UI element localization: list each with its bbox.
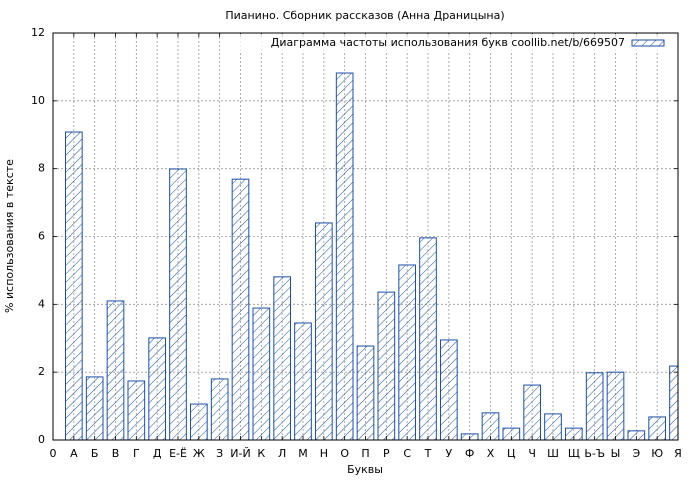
bar	[65, 131, 83, 440]
bar	[398, 264, 417, 440]
x-tick-label: Г	[133, 447, 140, 460]
x-tick-label: К	[257, 447, 265, 460]
x-tick-label: Л	[278, 447, 286, 460]
bar	[252, 307, 271, 440]
x-tick-label: Щ	[568, 447, 580, 460]
bar	[231, 178, 250, 440]
x-tick-label: Ц	[507, 447, 516, 460]
y-tick-label: 8	[38, 162, 45, 175]
x-tick-label: П	[361, 447, 369, 460]
legend-box	[240, 34, 677, 52]
x-tick-label: М	[298, 447, 308, 460]
bar	[127, 380, 146, 440]
bar	[210, 378, 229, 440]
y-tick-label: 10	[31, 94, 45, 107]
bar	[148, 337, 166, 440]
x-tick-label: Ш	[547, 447, 559, 460]
legend: Диаграмма частоты использования букв coo…	[240, 34, 677, 52]
bar	[294, 322, 312, 440]
x-tick-label: О	[340, 447, 349, 460]
bar	[315, 222, 333, 440]
x-tick-label: Ф	[465, 447, 474, 460]
bar	[565, 427, 583, 440]
legend-label: Диаграмма частоты использования букв coo…	[271, 36, 625, 49]
x-tick-label: Е-Ё	[169, 447, 187, 460]
x-tick-label: Ь-Ъ	[584, 447, 605, 460]
y-tick-label: 0	[38, 433, 45, 446]
bar	[273, 276, 292, 440]
bar	[481, 412, 500, 440]
bar	[377, 291, 396, 440]
x-tick-label: С	[403, 447, 411, 460]
x-tick-label: И-Й	[230, 447, 250, 460]
x-tick-label: 0	[50, 447, 57, 460]
y-tick-label: 2	[38, 365, 45, 378]
x-tick-label: З	[216, 447, 223, 460]
bar	[502, 427, 521, 440]
chart-title: Пианино. Сборник рассказов (Анна Драницы…	[225, 9, 504, 22]
x-tick-label: Х	[487, 447, 495, 460]
x-tick-label: Ю	[651, 447, 663, 460]
y-tick-label: 6	[38, 230, 45, 243]
bar	[190, 403, 208, 440]
x-tick-label: Д	[153, 447, 162, 460]
bar	[523, 384, 541, 440]
x-axis-label: Буквы	[347, 463, 383, 476]
x-tick-label: Р	[383, 447, 390, 460]
bar	[169, 168, 187, 440]
bar	[106, 300, 125, 440]
bar	[356, 345, 375, 440]
bar	[585, 372, 604, 440]
x-tick-label: Ч	[528, 447, 536, 460]
x-tick-label: В	[112, 447, 120, 460]
x-tick-label: А	[70, 447, 78, 460]
bars	[65, 72, 678, 440]
bar	[440, 339, 458, 440]
bar	[648, 416, 666, 440]
bar	[669, 365, 678, 440]
x-tick-label: Ы	[611, 447, 621, 460]
x-tick-label: Т	[424, 447, 432, 460]
bar	[419, 237, 437, 440]
bar	[606, 371, 625, 440]
y-tick-label: 12	[31, 26, 45, 39]
x-tick-label: Я	[674, 447, 682, 460]
bar	[335, 72, 354, 440]
x-tick-label: Б	[91, 447, 99, 460]
legend-swatch	[631, 39, 665, 47]
y-tick-label: 4	[38, 297, 45, 310]
x-tick-label: У	[445, 447, 452, 460]
y-axis-label: % использования в тексте	[3, 159, 16, 313]
x-tick-label: Э	[632, 447, 640, 460]
x-tick-label: Ж	[193, 447, 205, 460]
x-tick-label: Н	[320, 447, 328, 460]
bar	[85, 376, 104, 440]
